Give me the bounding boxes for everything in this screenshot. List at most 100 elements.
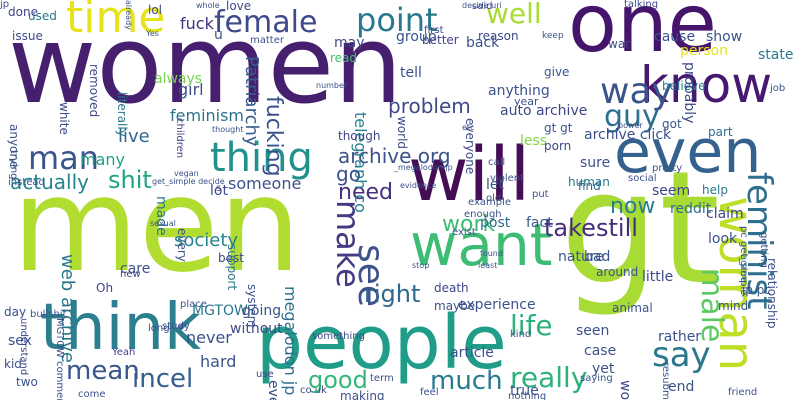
word-person: person — [680, 43, 728, 59]
word-jp: jp — [0, 0, 10, 10]
word-decide-uri: decide uri — [462, 1, 502, 10]
word-nature: nature — [558, 249, 604, 265]
word-post: post — [480, 215, 511, 231]
word-yeah: Yeah — [112, 347, 136, 358]
word-best: best — [218, 251, 244, 265]
word-something: something — [312, 331, 365, 342]
word-oh: Oh — [96, 281, 114, 295]
word-making: making — [340, 389, 385, 400]
word-world: world — [395, 116, 409, 150]
word-go: go — [336, 162, 361, 186]
word-probably: probably — [681, 62, 697, 124]
word-get-simple-decide: get_simple decide — [152, 177, 225, 186]
word-archive-org: archive org — [338, 144, 451, 168]
word-see: see — [350, 244, 391, 308]
word-now: now — [610, 194, 656, 219]
word-number: number — [316, 81, 348, 90]
word-feminist: feminist — [739, 172, 779, 310]
word-nothing: nothing — [508, 391, 547, 400]
word-reason: reason — [478, 29, 519, 43]
word-bad: bad — [584, 249, 611, 265]
word-megalodon-jp: megalodon jp — [281, 286, 300, 396]
word-someone: someone — [228, 174, 302, 193]
word-live: live — [118, 126, 150, 147]
word-web-archive: web archive — [57, 254, 78, 364]
word-talking: talking — [624, 0, 659, 10]
word-claim: claim — [706, 206, 744, 222]
word-mgtow-comments: MGTOW comments — [54, 318, 65, 400]
word-human: human — [568, 175, 610, 189]
word-better: better — [422, 33, 459, 47]
word-society: society — [174, 230, 239, 251]
word-mind: mind — [718, 299, 749, 313]
word-animal: animal — [612, 301, 653, 315]
word-case: case — [584, 343, 617, 359]
word-love: love — [226, 0, 252, 13]
word-u: u — [214, 27, 223, 43]
word-every: every — [175, 228, 189, 262]
word-fact: fact — [526, 215, 553, 231]
word-point: point — [356, 1, 438, 39]
word-group: group — [396, 29, 437, 45]
word-less: less — [520, 133, 548, 149]
word-pretty: pretty — [652, 163, 683, 174]
word-men: men — [12, 149, 302, 301]
word-got: got — [662, 117, 682, 131]
word-think: think — [40, 291, 202, 365]
word-vegan: vegan — [174, 169, 199, 178]
word-say: say — [652, 335, 711, 375]
word-sex: sex — [8, 333, 32, 349]
word-everything: everything — [265, 380, 281, 400]
word-little: little — [642, 269, 674, 285]
word-understand: understand — [18, 318, 29, 376]
word-much: much — [430, 366, 503, 396]
word-archive-click: archive click — [584, 127, 672, 143]
word-put: put — [532, 189, 549, 200]
word-exist: exist — [452, 227, 476, 238]
word-life: life — [510, 309, 553, 342]
word-s: s — [216, 183, 222, 194]
word-said: said — [472, 1, 493, 12]
word-saying: saying — [580, 373, 613, 384]
word-kind: kind — [510, 329, 532, 340]
word-sure: sure — [580, 155, 611, 171]
word-auto-archive: auto archive — [500, 103, 588, 119]
word-lol: lol — [148, 3, 163, 17]
word-bullshit: bullshit — [30, 309, 67, 320]
word-gt-gt: gt gt — [544, 121, 573, 135]
word-though: though — [338, 129, 381, 143]
word-long: long — [148, 323, 170, 334]
word-article: article — [450, 345, 494, 361]
word-support: support — [225, 244, 239, 291]
word-use: use — [256, 369, 274, 380]
word-relationship: relationship — [765, 258, 779, 329]
word-issue: issue — [12, 29, 43, 43]
word-kid: kid — [4, 357, 22, 371]
word-social: social — [628, 173, 657, 184]
word-mgtow: MGTOW — [192, 303, 248, 319]
word-yes: Yes — [146, 29, 159, 38]
word-removed: removed — [87, 64, 101, 118]
word-guy: guy — [604, 99, 660, 134]
word-power: power — [618, 121, 643, 130]
word-even: even — [614, 117, 762, 187]
word-incel: incel — [132, 364, 194, 394]
word-matter: matter — [250, 35, 284, 46]
word-really: really — [510, 361, 588, 394]
word-thought: thought — [212, 125, 244, 134]
word-maybe: maybe — [434, 299, 476, 313]
word-work: work — [442, 212, 496, 237]
word-shit: shit — [108, 166, 152, 194]
word-read: read — [330, 51, 358, 65]
word-female: female — [214, 5, 318, 40]
word-may: may — [334, 35, 365, 51]
word-enough: enough — [464, 209, 502, 220]
word-study: study — [162, 321, 190, 332]
word-many: many — [80, 150, 125, 169]
word-violent: violent — [490, 173, 525, 184]
word-without: without — [230, 321, 283, 337]
word-will: will — [408, 132, 531, 218]
word-want: want — [410, 211, 553, 279]
word-show: show — [706, 29, 743, 45]
